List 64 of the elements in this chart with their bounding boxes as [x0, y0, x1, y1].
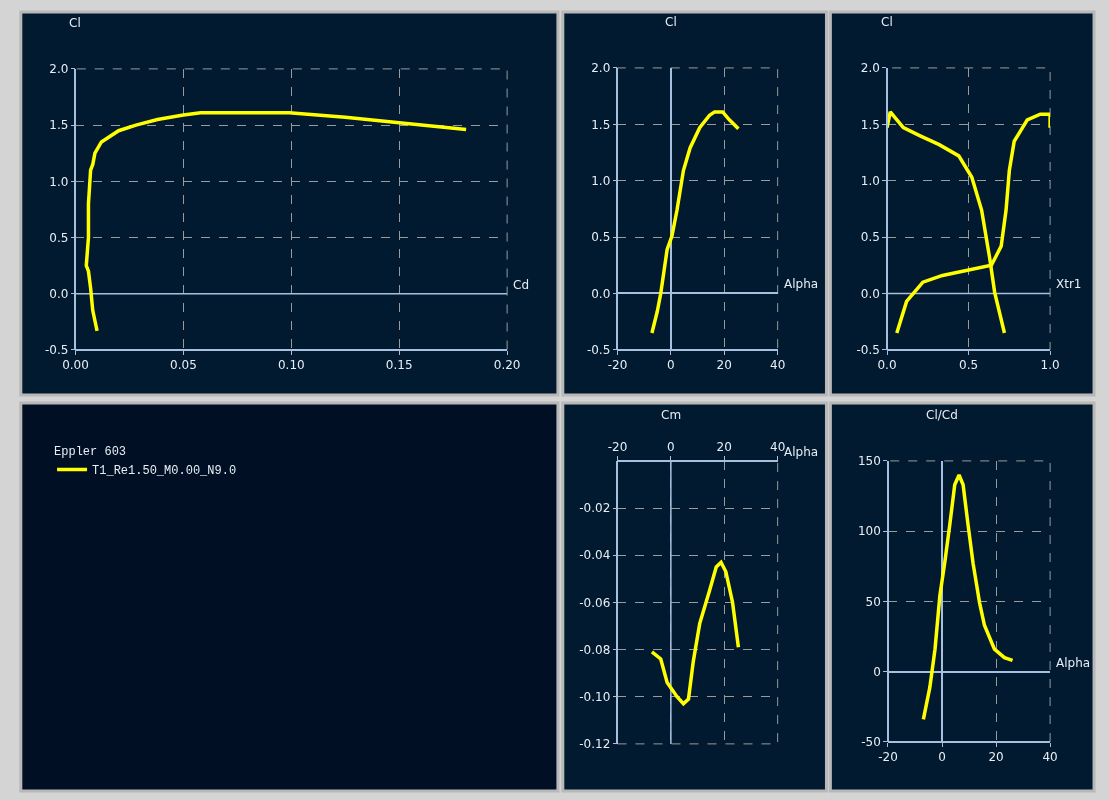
x-tick-label: 0 [667, 440, 675, 455]
y-axis-title: Cm [661, 408, 682, 422]
y-tick-label: 150 [857, 454, 881, 469]
y-tick-label: -0.02 [579, 501, 611, 516]
x-tick-label: 0.00 [62, 358, 89, 373]
y-tick-label: 0.5 [49, 230, 69, 245]
y-tick-label: 0.5 [860, 230, 880, 245]
x-tick-label: 20 [716, 358, 732, 373]
x-tick-label: -20 [607, 440, 628, 455]
y-axis-title: Cl/Cd [926, 408, 958, 422]
y-tick-label: 2.0 [49, 62, 69, 77]
y-tick-label: 0.0 [591, 286, 611, 301]
line-series [650, 560, 741, 706]
y-axis-title: Cl [881, 15, 893, 29]
line-series [650, 110, 741, 335]
y-tick-label: 1.5 [860, 117, 880, 132]
y-tick-label: -0.5 [586, 343, 611, 358]
y-axis-title: Cl [69, 16, 81, 30]
y-tick-label: 1.0 [860, 173, 880, 188]
x-tick-label: 0.5 [959, 358, 979, 373]
y-tick-label: 2.0 [591, 61, 611, 76]
legend-label: T1_Re1.50_M0.00_N9.0 [92, 464, 237, 479]
x-tick-label: 20 [716, 440, 732, 455]
y-tick-label: -0.5 [44, 343, 69, 358]
y-tick-label: 1.0 [49, 174, 69, 189]
x-axis-title: Cd [513, 278, 529, 292]
y-tick-label: 100 [857, 524, 881, 539]
y-axis-title: Cl [665, 15, 677, 29]
x-tick-label: 0.20 [493, 358, 521, 373]
y-tick-label: -0.06 [579, 595, 611, 610]
y-tick-label: 0 [873, 664, 881, 679]
line-series [84, 110, 468, 333]
x-tick-label: 0.0 [877, 358, 897, 373]
x-axis-title: Alpha [1056, 656, 1091, 670]
y-tick-label: -50 [861, 735, 881, 750]
x-tick-label: 40 [770, 358, 786, 373]
x-axis-title: Xtr1 [1056, 277, 1082, 291]
x-axis-title: Alpha [784, 445, 819, 459]
x-tick-label: 20 [988, 750, 1004, 765]
y-tick-label: -0.08 [579, 642, 611, 657]
y-tick-label: -0.5 [856, 343, 880, 358]
y-tick-label: 1.5 [49, 118, 69, 133]
x-tick-label: -20 [878, 750, 898, 765]
line-series [921, 473, 1015, 722]
y-tick-label: -0.10 [579, 689, 611, 704]
y-tick-label: 1.0 [591, 173, 611, 188]
y-tick-label: 2.0 [860, 61, 880, 76]
x-tick-label: -20 [607, 358, 628, 373]
y-tick-label: -0.12 [579, 737, 611, 752]
y-tick-label: -0.04 [579, 548, 611, 563]
x-tick-label: 40 [1042, 750, 1058, 765]
x-tick-label: 1.0 [1040, 358, 1060, 373]
x-tick-label: 0.10 [277, 358, 305, 373]
y-tick-label: 50 [865, 594, 881, 609]
x-tick-label: 0 [938, 750, 946, 765]
legend-title: Eppler 603 [54, 444, 127, 459]
y-tick-label: 0.0 [49, 286, 69, 301]
y-tick-label: 0.0 [860, 286, 880, 301]
x-axis-title: Alpha [784, 277, 819, 291]
x-tick-label: 0.15 [385, 358, 413, 373]
y-tick-label: 1.5 [591, 117, 611, 132]
x-tick-label: 0.05 [170, 358, 197, 373]
y-tick-label: 0.5 [591, 230, 611, 245]
x-tick-label: 0 [667, 358, 675, 373]
